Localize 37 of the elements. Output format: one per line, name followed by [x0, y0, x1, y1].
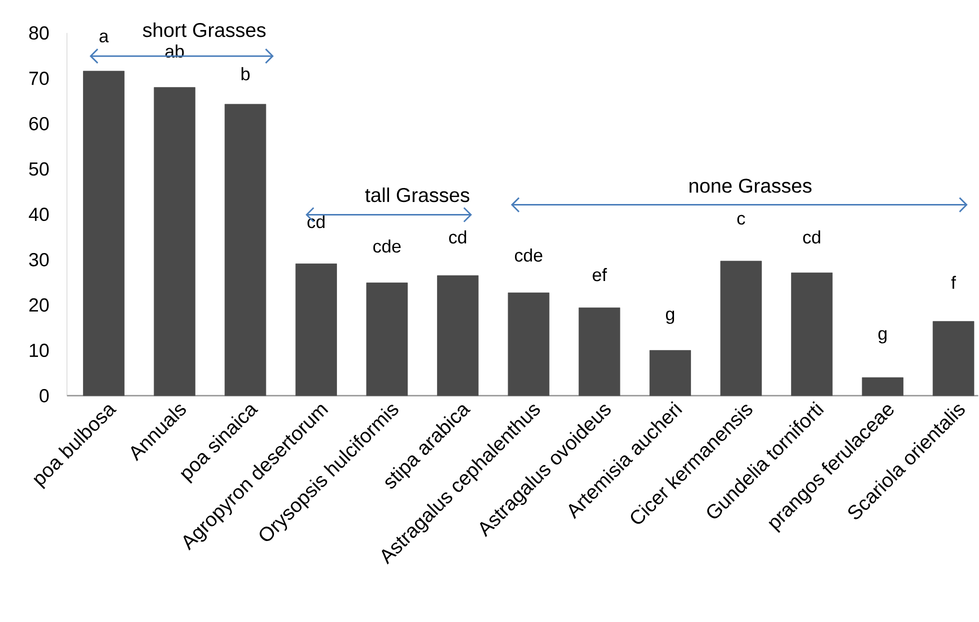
bar	[224, 104, 266, 396]
annotation: short Grasses	[142, 22, 266, 38]
y-tick-label: 70	[29, 72, 49, 86]
annotation: ef	[592, 268, 607, 282]
bar	[720, 261, 762, 396]
bar	[650, 350, 691, 396]
y-tick-label: 20	[29, 298, 49, 312]
annotation: b	[242, 67, 250, 81]
bar	[295, 264, 337, 396]
y-tick-label: 60	[29, 117, 49, 131]
bar	[862, 378, 904, 396]
bar	[366, 282, 408, 396]
annotation: none Grasses	[690, 178, 812, 194]
annotation: cd	[449, 230, 466, 244]
y-tick-label: 30	[29, 253, 49, 267]
annotation: cde	[514, 248, 542, 262]
bar	[83, 71, 125, 396]
annotation: cd	[803, 230, 820, 244]
y-tick-label: 80	[29, 26, 49, 40]
bar	[154, 87, 196, 396]
y-tick-label: 40	[28, 208, 49, 222]
bar	[932, 321, 974, 396]
annotation: cd	[308, 215, 325, 228]
y-tick-label: 10	[30, 344, 49, 358]
y-tick-label: 0	[40, 389, 49, 403]
annotation: f	[951, 276, 956, 290]
annotation: cde	[373, 240, 401, 253]
bar	[437, 276, 479, 396]
y-tick-label: 50	[29, 162, 49, 176]
bar	[578, 308, 620, 396]
annotation: g	[878, 330, 886, 344]
bar	[791, 272, 833, 396]
annotation: tall Grasses	[365, 188, 470, 202]
annotation: g	[666, 310, 674, 324]
bar	[508, 292, 550, 396]
annotation: c	[737, 215, 746, 225]
annotation: a	[100, 32, 109, 43]
